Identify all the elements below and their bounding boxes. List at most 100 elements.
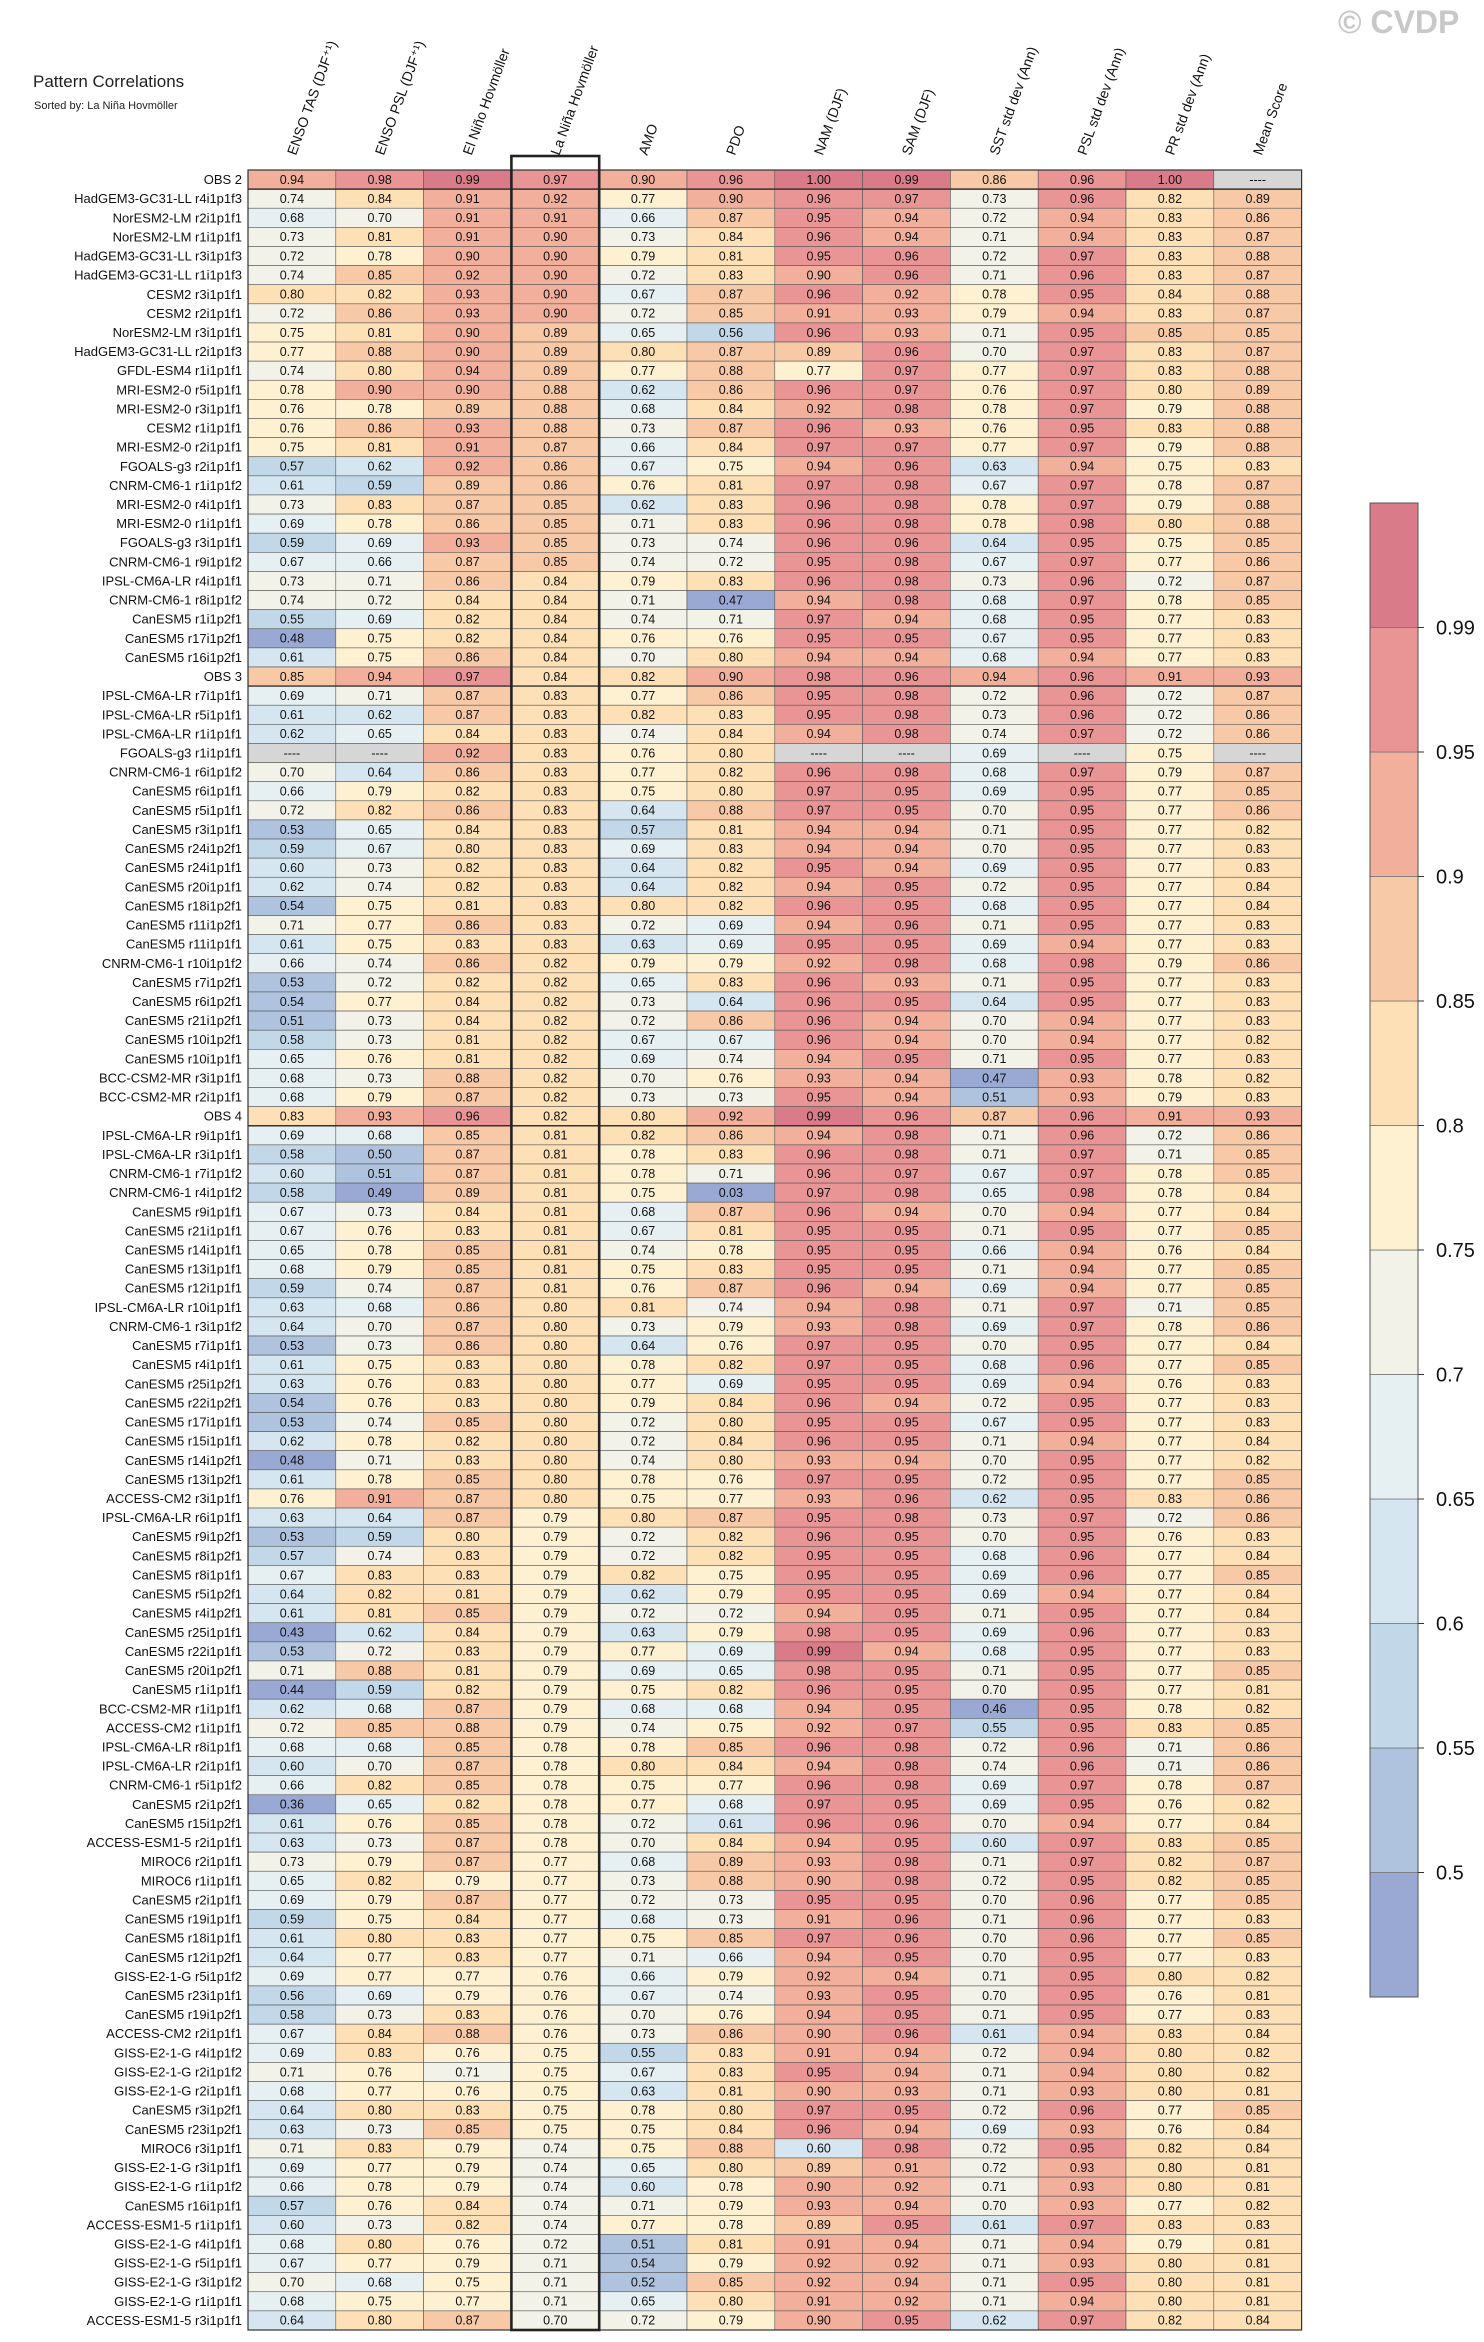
cell-value: 0.77: [1158, 1931, 1182, 1945]
cell-value: 0.83: [1246, 651, 1270, 665]
cell-value: 0.94: [894, 1645, 918, 1659]
row-label: CanESM5 r17i1p2f1: [125, 631, 242, 646]
cell-value: 0.79: [368, 1893, 392, 1907]
cell-value: 0.90: [455, 383, 479, 397]
cell-value: 0.79: [719, 2256, 743, 2270]
cell-value: 0.60: [280, 861, 304, 875]
cell-value: 0.96: [894, 918, 918, 932]
cell-value: 0.74: [631, 727, 655, 741]
colorbar-tick-label: 0.9: [1436, 867, 1464, 889]
cell-value: 0.95: [894, 1377, 918, 1391]
cell-value: 0.81: [543, 1262, 567, 1276]
cell-value: 0.82: [543, 957, 567, 971]
cell-value: 0.83: [543, 785, 567, 799]
row-label: OBS 4: [204, 1109, 242, 1124]
cell-value: 0.92: [455, 460, 479, 474]
cell-value: 0.85: [1246, 1893, 1270, 1907]
cell-value: 0.83: [1246, 1626, 1270, 1640]
row-label: CanESM5 r14i1p1f1: [125, 1243, 242, 1258]
cell-value: 0.70: [982, 1014, 1006, 1028]
row-label: MRI-ESM2-0 r5i1p1f1: [116, 382, 242, 397]
cell-value: 0.90: [631, 173, 655, 187]
cell-value: 0.97: [807, 1473, 831, 1487]
cell-value: 0.99: [455, 173, 479, 187]
cell-value: 0.96: [807, 1033, 831, 1047]
row-label: ACCESS-CM2 r2i1p1f1: [106, 2026, 242, 2041]
row-label: CanESM5 r17i1p1f1: [125, 1415, 242, 1430]
cell-value: 0.88: [1246, 421, 1270, 435]
cell-value: 0.83: [543, 937, 567, 951]
cell-value: 0.77: [543, 1951, 567, 1965]
cell-value: 0.77: [1158, 1664, 1182, 1678]
row-label: CESM2 r2i1p1f1: [147, 306, 242, 321]
cell-value: 0.85: [1246, 1167, 1270, 1181]
cell-value: 0.75: [455, 2276, 479, 2290]
cell-value: 0.90: [455, 326, 479, 340]
cell-value: 0.94: [894, 2199, 918, 2213]
row-label: GISS-E2-1-G r3i1p1f2: [114, 2275, 242, 2290]
cell-value: 0.88: [719, 1874, 743, 1888]
cell-value: 0.94: [807, 842, 831, 856]
cell-value: 0.92: [455, 746, 479, 760]
cell-value: 0.89: [1246, 383, 1270, 397]
row-label: HadGEM3-GC31-LL r4i1p1f3: [74, 191, 242, 206]
cell-value: 0.70: [631, 1836, 655, 1850]
cell-value: 0.81: [1246, 2237, 1270, 2251]
cell-value: 0.62: [368, 708, 392, 722]
cell-value: 0.85: [1246, 1568, 1270, 1582]
cell-value: 0.63: [280, 1511, 304, 1525]
cell-value: 0.99: [807, 1645, 831, 1659]
cell-value: 0.57: [280, 460, 304, 474]
cell-value: 0.60: [631, 2180, 655, 2194]
cell-value: 0.88: [543, 383, 567, 397]
cell-value: 0.64: [719, 995, 743, 1009]
cell-value: 0.79: [455, 2180, 479, 2194]
cell-value: 0.71: [368, 689, 392, 703]
cell-value: 0.95: [894, 1549, 918, 1563]
colorbar-swatch: [1369, 627, 1419, 753]
cell-value: 0.81: [1246, 2161, 1270, 2175]
cell-value: 0.80: [719, 2295, 743, 2309]
cell-value: 0.76: [719, 632, 743, 646]
cell-value: 0.98: [1070, 957, 1094, 971]
cell-value: 0.94: [1070, 1243, 1094, 1257]
cell-value: 0.95: [807, 689, 831, 703]
cell-value: 0.96: [894, 345, 918, 359]
cell-value: 0.68: [280, 211, 304, 225]
cell-value: 0.76: [543, 1970, 567, 1984]
cell-value: 0.71: [982, 1912, 1006, 1926]
cell-value: 0.80: [719, 2161, 743, 2175]
cell-value: 0.59: [368, 479, 392, 493]
cell-value: 0.77: [1158, 1626, 1182, 1640]
cell-value: 0.94: [1070, 460, 1094, 474]
cell-value: 0.72: [719, 555, 743, 569]
cell-value: 0.72: [1158, 574, 1182, 588]
cell-value: 0.82: [455, 861, 479, 875]
cell-value: 0.81: [719, 249, 743, 263]
cell-value: 0.95: [1070, 880, 1094, 894]
cell-value: 0.85: [455, 1473, 479, 1487]
cell-value: 0.91: [807, 2237, 831, 2251]
cell-value: 0.76: [631, 746, 655, 760]
cell-value: 0.96: [894, 1931, 918, 1945]
cell-value: 0.77: [631, 765, 655, 779]
cell-value: 0.98: [894, 708, 918, 722]
cell-value: 0.83: [1246, 995, 1270, 1009]
cell-value: 0.98: [807, 1664, 831, 1678]
cell-value: 0.84: [455, 995, 479, 1009]
cell-value: 0.72: [280, 249, 304, 263]
cell-value: 0.93: [807, 1989, 831, 2003]
colorbar-swatch: [1369, 1498, 1419, 1624]
cell-value: 0.74: [631, 1721, 655, 1735]
cell-value: 0.86: [719, 2027, 743, 2041]
colorbar-swatch: [1369, 1374, 1419, 1500]
cell-value: 0.59: [280, 1912, 304, 1926]
cell-value: 0.72: [368, 1645, 392, 1659]
cell-value: 0.82: [543, 976, 567, 990]
cell-value: 0.53: [280, 1530, 304, 1544]
row-label: NorESM2-LM r3i1p1f1: [113, 325, 242, 340]
cell-value: 0.97: [1070, 1301, 1094, 1315]
cell-value: 0.95: [1070, 421, 1094, 435]
cell-value: 0.74: [280, 593, 304, 607]
cell-value: 0.79: [455, 2161, 479, 2175]
